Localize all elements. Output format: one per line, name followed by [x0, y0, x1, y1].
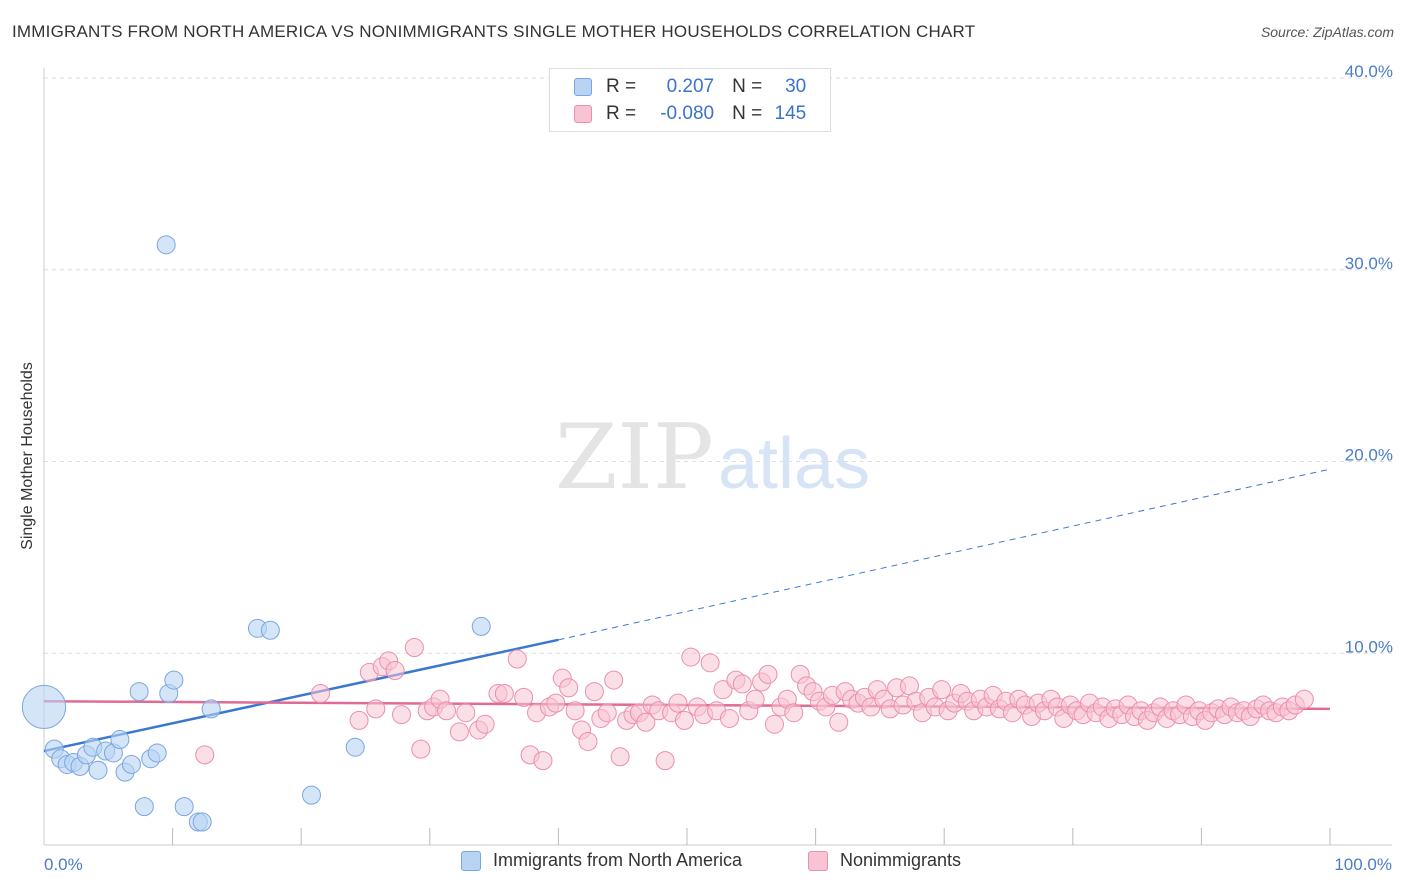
legend-item-immigrants: Immigrants from North America: [461, 850, 742, 871]
nonimmigrants-point: [310, 684, 330, 704]
y-tick-label: 30.0%: [1345, 254, 1393, 273]
nonimmigrants-point: [681, 647, 701, 667]
nonimmigrants-points: [195, 637, 1314, 771]
immigrants-point: [88, 760, 108, 780]
y-tick-label: 10.0%: [1345, 637, 1393, 656]
nonimmigrants-point: [475, 714, 495, 734]
nonimmigrants-point: [655, 751, 675, 771]
nonimmigrants-point: [449, 722, 469, 742]
immigrants-point: [345, 737, 365, 757]
legend-row-nonimmigrants: R = -0.080 N = 145: [574, 101, 806, 127]
grid-lines: [44, 77, 1392, 654]
nonimmigrants-point: [668, 693, 688, 713]
nonimmigrants-point: [610, 747, 630, 767]
nonimmigrants-point: [565, 701, 585, 721]
legend-label-nonimmigrants: Nonimmigrants: [840, 850, 962, 870]
immigrants-points: [21, 235, 491, 832]
tick-labels: 10.0% 20.0% 30.0% 40.0% 0.0% 100.0%: [44, 62, 1393, 874]
nonimmigrants-point: [533, 751, 553, 771]
source-label: Source: ZipAtlas.com: [1260, 24, 1394, 40]
nonimmigrants-point: [411, 739, 431, 759]
legend-row-immigrants: R = 0.207 N = 30: [574, 74, 806, 100]
nonimmigrants-point: [719, 708, 739, 728]
immigrants-point: [301, 785, 321, 805]
nonimmigrants-point: [932, 680, 952, 700]
legend-r-label: R =: [606, 76, 637, 97]
nonimmigrants-point: [604, 670, 624, 690]
watermark-atlas: atlas: [718, 424, 870, 504]
legend-swatch-pink: [808, 850, 828, 871]
legend-r-label: R =: [606, 103, 637, 124]
legend-r-value: -0.080: [660, 103, 715, 124]
nonimmigrants-point: [764, 714, 784, 734]
y-tick-label: 20.0%: [1345, 446, 1393, 465]
legend-swatch-blue: [461, 850, 481, 871]
nonimmigrants-point: [829, 712, 849, 732]
y-tick-label: 40.0%: [1345, 62, 1393, 81]
nonimmigrants-point: [784, 703, 804, 723]
nonimmigrants-point: [437, 701, 457, 721]
nonimmigrants-point: [546, 693, 566, 713]
legend-n-value: 145: [774, 103, 807, 124]
nonimmigrants-point: [366, 699, 386, 719]
immigrants-point: [471, 616, 491, 636]
nonimmigrants-point: [392, 705, 412, 725]
nonimmigrants-point: [713, 680, 733, 700]
immigrants-point: [110, 730, 130, 750]
x-tick-label: 0.0%: [44, 855, 83, 874]
nonimmigrants-point: [732, 674, 752, 694]
nonimmigrants-point: [385, 661, 405, 681]
immigrants-point: [192, 812, 212, 832]
nonimmigrants-point: [636, 712, 656, 732]
chart-title: IMMIGRANTS FROM NORTH AMERICA VS NONIMMI…: [12, 22, 976, 41]
x-tick-label: 100.0%: [1334, 855, 1392, 874]
nonimmigrants-point: [559, 678, 579, 698]
watermark-zip: ZIP: [555, 405, 714, 510]
nonimmigrants-point: [597, 703, 617, 723]
immigrants-point: [260, 620, 280, 640]
nonimmigrants-point: [494, 684, 514, 704]
immigrants-point: [147, 743, 167, 763]
legend-n-label: N =: [732, 103, 763, 124]
nonimmigrants-point: [456, 703, 476, 723]
correlation-legend: R = 0.207 N = 30 R = -0.080 N = 145: [549, 68, 831, 132]
immigrants-trend-line: [43, 638, 559, 753]
legend-item-nonimmigrants: Nonimmigrants: [808, 850, 961, 871]
immigrants-point: [134, 797, 154, 817]
immigrants-point: [156, 235, 176, 255]
legend-swatch-blue: [574, 78, 592, 96]
immigrants-point: [129, 682, 149, 702]
nonimmigrants-point: [514, 687, 534, 707]
nonimmigrants-point: [349, 710, 369, 730]
nonimmigrants-point: [404, 637, 424, 657]
immigrants-point: [174, 797, 194, 817]
nonimmigrants-point: [745, 689, 765, 709]
legend-label-immigrants: Immigrants from North America: [493, 850, 743, 870]
legend-n-label: N =: [732, 76, 763, 97]
nonimmigrants-point: [578, 731, 598, 751]
immigrants-point: [121, 754, 141, 774]
nonimmigrants-point: [700, 653, 720, 673]
series-legend: Immigrants from North America Nonimmigra…: [0, 850, 1406, 878]
nonimmigrants-point: [674, 710, 694, 730]
immigrants-point: [21, 684, 67, 730]
legend-n-value: 30: [785, 76, 807, 97]
immigrants-point: [164, 670, 184, 690]
legend-swatch-pink: [574, 105, 592, 123]
legend-r-value: 0.207: [666, 76, 715, 97]
nonimmigrants-point: [1294, 689, 1314, 709]
immigrants-point: [201, 699, 221, 719]
nonimmigrants-point: [507, 649, 527, 669]
nonimmigrants-point: [758, 664, 778, 684]
nonimmigrants-point: [584, 682, 604, 702]
nonimmigrants-point: [195, 745, 215, 765]
